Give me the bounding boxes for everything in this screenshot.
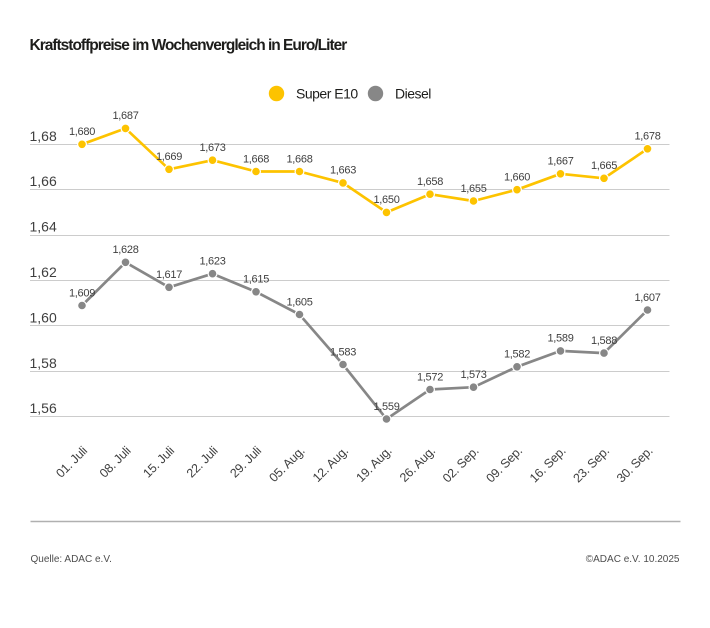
svg-text:Diesel: Diesel (395, 86, 431, 102)
svg-text:1,663: 1,663 (330, 165, 356, 177)
svg-text:1,56: 1,56 (30, 400, 57, 416)
svg-text:1,617: 1,617 (156, 269, 182, 281)
svg-text:1,573: 1,573 (460, 369, 486, 381)
svg-text:1,58: 1,58 (30, 355, 57, 371)
svg-text:©ADAC e.V. 10.2025: ©ADAC e.V. 10.2025 (586, 554, 680, 565)
svg-text:1,623: 1,623 (199, 256, 225, 268)
svg-text:1,60: 1,60 (30, 309, 57, 325)
svg-text:1,66: 1,66 (30, 173, 57, 189)
svg-text:1,615: 1,615 (243, 274, 269, 286)
svg-text:1,660: 1,660 (504, 172, 530, 184)
svg-text:1,609: 1,609 (69, 287, 95, 299)
svg-text:1,665: 1,665 (591, 160, 617, 172)
svg-text:Super E10: Super E10 (296, 86, 358, 102)
svg-text:1,667: 1,667 (547, 156, 573, 168)
svg-text:1,687: 1,687 (112, 110, 138, 122)
svg-text:1,673: 1,673 (199, 142, 225, 154)
svg-text:1,582: 1,582 (504, 349, 530, 361)
svg-text:1,68: 1,68 (30, 128, 57, 144)
svg-text:Quelle: ADAC e.V.: Quelle: ADAC e.V. (31, 554, 112, 565)
svg-text:1,583: 1,583 (330, 346, 356, 358)
svg-text:1,628: 1,628 (112, 244, 138, 256)
svg-text:1,607: 1,607 (634, 292, 660, 304)
svg-text:1,559: 1,559 (373, 401, 399, 413)
svg-text:1,62: 1,62 (30, 264, 57, 280)
svg-text:1,680: 1,680 (69, 126, 95, 138)
svg-text:1,655: 1,655 (460, 183, 486, 195)
svg-text:1,668: 1,668 (286, 153, 312, 165)
svg-text:1,605: 1,605 (286, 296, 312, 308)
svg-text:1,588: 1,588 (591, 335, 617, 347)
svg-text:1,650: 1,650 (373, 194, 399, 206)
svg-text:Kraftstoffpreise im Wochenverg: Kraftstoffpreise im Wochenvergleich in E… (30, 37, 348, 54)
svg-text:1,64: 1,64 (30, 219, 57, 235)
svg-text:1,669: 1,669 (156, 151, 182, 163)
svg-text:1,668: 1,668 (243, 153, 269, 165)
svg-text:1,572: 1,572 (417, 371, 443, 383)
svg-text:1,589: 1,589 (547, 333, 573, 345)
svg-text:1,678: 1,678 (634, 131, 660, 143)
svg-text:1,658: 1,658 (417, 176, 443, 188)
